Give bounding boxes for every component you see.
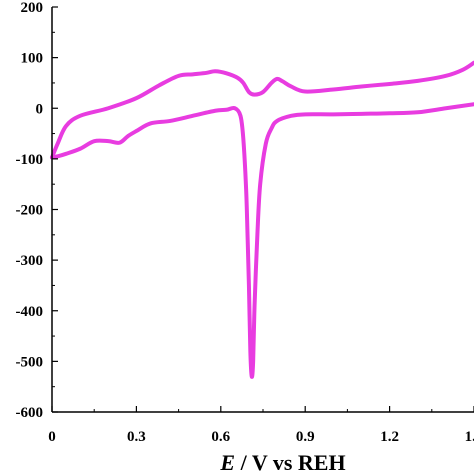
x-tick-label: 0.9 (296, 429, 315, 445)
y-tick-label: -100 (16, 152, 44, 168)
series-line-1 (50, 102, 474, 379)
y-tick-label: 0 (36, 101, 44, 117)
x-axis-variable: E (219, 450, 235, 474)
series-line-0 (50, 60, 474, 160)
y-tick-label: 200 (21, 0, 44, 16)
x-tick-label: 0.3 (127, 429, 146, 445)
x-tick-label: 1.2 (380, 429, 399, 445)
y-tick-label: -600 (16, 405, 44, 421)
chart-curves (50, 60, 474, 379)
x-tick-label: 0 (48, 429, 56, 445)
y-tick-label: -300 (16, 253, 44, 269)
x-tick-label: 1.5 (465, 429, 474, 445)
x-axis-unit: / V vs REH (235, 450, 345, 474)
y-tick-label: -500 (16, 354, 44, 370)
y-tick-label: 100 (21, 51, 44, 67)
x-axis-title: E / V vs REH (219, 450, 345, 474)
y-tick-label: -400 (16, 304, 44, 320)
y-tick-label: -200 (16, 203, 44, 219)
x-tick-label: 0.6 (211, 429, 230, 445)
